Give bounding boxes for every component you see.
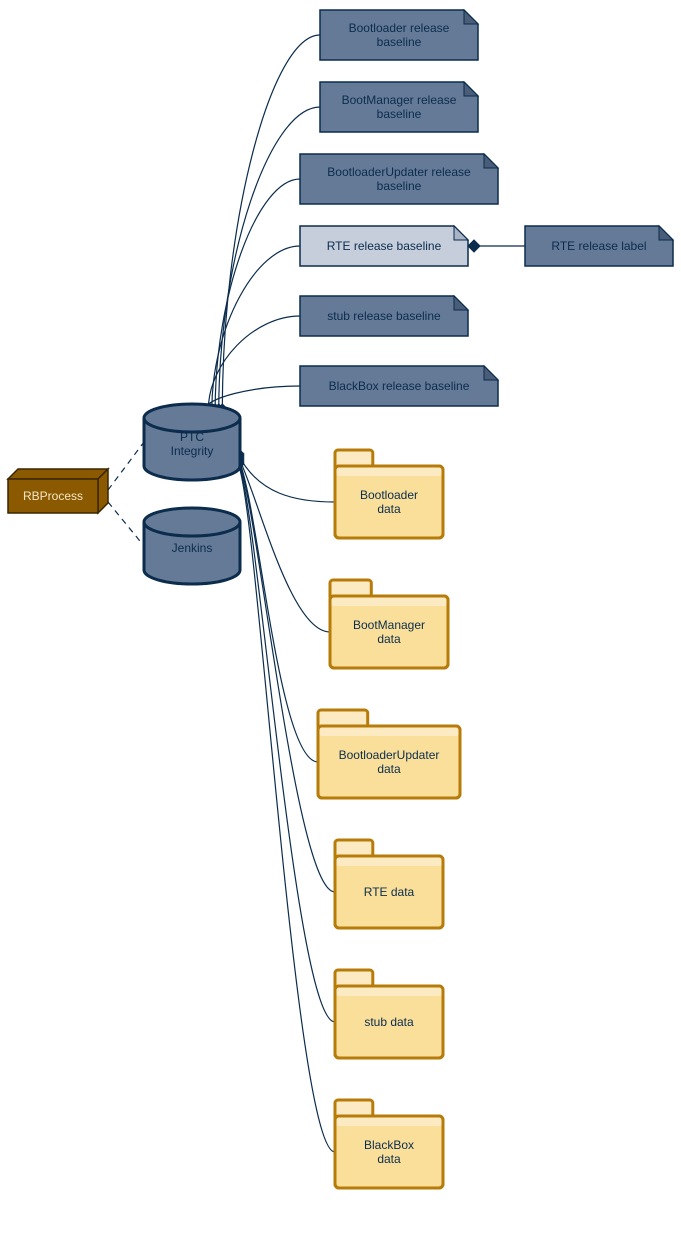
svg-text:stub release baseline: stub release baseline	[327, 309, 441, 323]
svg-text:Bootloader release: Bootloader release	[349, 21, 450, 35]
svg-text:BootManager: BootManager	[353, 618, 425, 632]
svg-text:baseline: baseline	[377, 107, 422, 121]
svg-text:BootloaderUpdater: BootloaderUpdater	[339, 748, 440, 762]
rte-release-label-note	[525, 226, 673, 266]
svg-text:BlackBox: BlackBox	[364, 1138, 414, 1152]
svg-text:RTE release baseline: RTE release baseline	[327, 239, 442, 253]
svg-text:BlackBox release baseline: BlackBox release baseline	[329, 379, 470, 393]
svg-text:RTE data: RTE data	[364, 885, 415, 899]
svg-text:data: data	[377, 762, 401, 776]
ptc-integrity-db	[144, 404, 240, 480]
rbprocess-node	[8, 469, 108, 513]
jenkins-db	[144, 508, 240, 584]
svg-text:baseline: baseline	[377, 179, 422, 193]
svg-text:data: data	[377, 1152, 401, 1166]
svg-text:data: data	[377, 632, 401, 646]
svg-text:baseline: baseline	[377, 35, 422, 49]
svg-text:BootManager release: BootManager release	[342, 93, 457, 107]
svg-text:data: data	[377, 502, 401, 516]
svg-text:stub data: stub data	[364, 1015, 414, 1029]
svg-text:BootloaderUpdater release: BootloaderUpdater release	[327, 165, 471, 179]
svg-text:Bootloader: Bootloader	[360, 488, 418, 502]
